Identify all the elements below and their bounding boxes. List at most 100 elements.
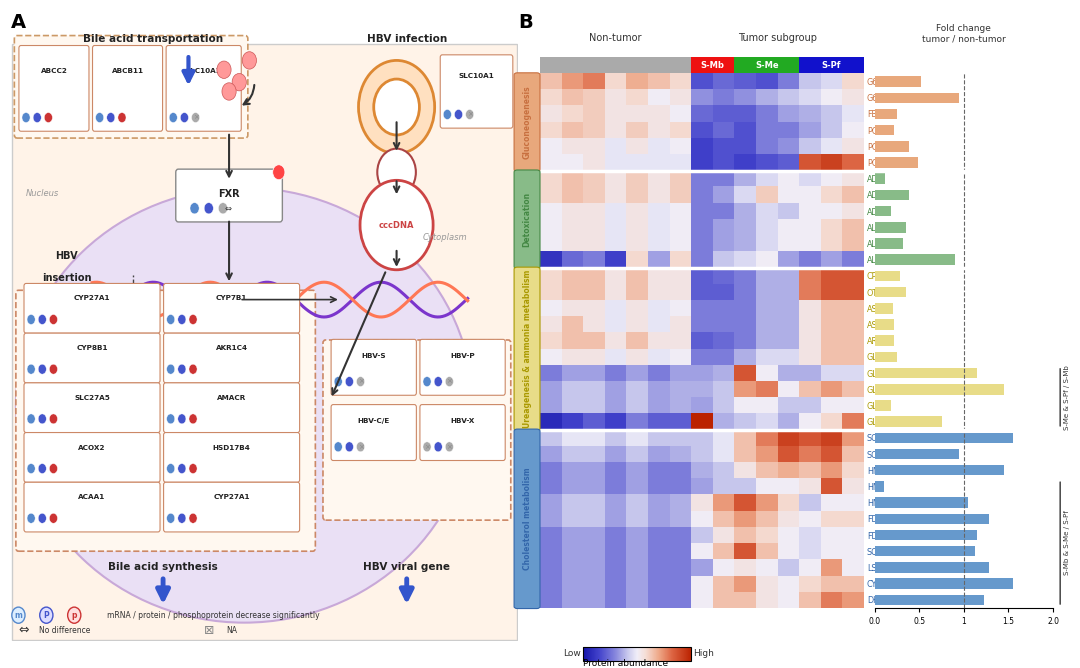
Circle shape [178, 315, 186, 325]
Circle shape [189, 315, 197, 325]
Circle shape [189, 464, 197, 474]
Bar [875, 498, 969, 508]
FancyBboxPatch shape [163, 333, 299, 383]
Circle shape [38, 464, 46, 474]
Bar [875, 319, 894, 330]
Text: HBV: HBV [55, 251, 78, 261]
Text: SLC10A1: SLC10A1 [186, 67, 221, 73]
Text: Low: Low [564, 649, 581, 659]
Circle shape [190, 202, 199, 214]
Bar [875, 416, 942, 427]
Circle shape [107, 113, 114, 122]
Circle shape [33, 113, 41, 122]
Circle shape [170, 113, 177, 122]
FancyBboxPatch shape [332, 339, 417, 395]
Circle shape [217, 61, 231, 78]
Bar [875, 222, 906, 232]
Circle shape [178, 513, 186, 523]
Text: Cholesterol metabolism: Cholesterol metabolism [523, 468, 531, 570]
Bar [875, 206, 891, 216]
Text: CYP27A1: CYP27A1 [73, 295, 110, 301]
Circle shape [189, 364, 197, 374]
Text: HBV-X: HBV-X [450, 418, 475, 424]
Circle shape [178, 464, 186, 474]
Text: No difference: No difference [39, 626, 90, 635]
Circle shape [218, 202, 228, 214]
Text: High: High [693, 649, 714, 659]
Text: ⇔: ⇔ [225, 204, 231, 213]
Circle shape [38, 315, 46, 325]
Text: p: p [71, 611, 77, 620]
Text: Tumor subgroup: Tumor subgroup [738, 33, 818, 43]
FancyBboxPatch shape [19, 45, 89, 131]
FancyBboxPatch shape [12, 43, 517, 640]
Text: HBV-P: HBV-P [450, 353, 475, 359]
Bar [875, 530, 977, 540]
Circle shape [191, 113, 200, 122]
Bar [875, 562, 989, 572]
Text: P: P [43, 611, 50, 620]
Circle shape [180, 113, 189, 122]
Text: Fold change
tumor / non-tumor: Fold change tumor / non-tumor [922, 24, 1005, 43]
Bar [875, 578, 1013, 589]
Bar [875, 303, 893, 313]
Circle shape [40, 607, 53, 623]
Circle shape [423, 377, 431, 387]
FancyBboxPatch shape [163, 433, 299, 482]
Text: HBV-C/E: HBV-C/E [357, 418, 390, 424]
Text: SLC27A5: SLC27A5 [75, 395, 110, 401]
Text: ×: × [192, 115, 199, 121]
Bar [875, 255, 955, 265]
Circle shape [22, 113, 30, 122]
Text: ×: × [446, 444, 453, 450]
Text: Protein abundance: Protein abundance [583, 659, 669, 668]
FancyBboxPatch shape [163, 482, 299, 532]
Circle shape [204, 202, 214, 214]
Text: ×: × [424, 444, 430, 450]
Circle shape [374, 79, 419, 135]
FancyBboxPatch shape [24, 283, 160, 333]
FancyBboxPatch shape [420, 405, 505, 460]
Text: ABCB11: ABCB11 [111, 67, 144, 73]
Text: m: m [14, 611, 23, 620]
Text: Bile acid synthesis: Bile acid synthesis [108, 562, 218, 572]
Text: Bile acid transportation: Bile acid transportation [83, 33, 222, 43]
Text: Gluconeogenesis: Gluconeogenesis [523, 86, 531, 159]
Text: ×: × [446, 379, 453, 385]
FancyBboxPatch shape [24, 482, 160, 532]
Text: B: B [518, 13, 534, 32]
Circle shape [166, 315, 175, 325]
Circle shape [334, 377, 342, 387]
FancyBboxPatch shape [16, 291, 315, 551]
Bar [875, 125, 894, 136]
Circle shape [68, 607, 81, 623]
FancyBboxPatch shape [163, 283, 299, 333]
Circle shape [38, 513, 46, 523]
Circle shape [445, 442, 454, 452]
Text: mRNA / protein / phosphoprotein decrease significantly: mRNA / protein / phosphoprotein decrease… [107, 611, 320, 620]
FancyBboxPatch shape [24, 333, 160, 383]
Bar [875, 157, 918, 168]
Bar [875, 368, 977, 378]
Circle shape [359, 60, 434, 154]
FancyBboxPatch shape [176, 169, 282, 222]
Circle shape [44, 113, 53, 122]
Circle shape [12, 607, 25, 623]
Circle shape [434, 377, 443, 387]
Circle shape [38, 364, 46, 374]
Text: CYP27A1: CYP27A1 [214, 494, 249, 500]
FancyBboxPatch shape [163, 383, 299, 433]
Bar [875, 449, 959, 460]
Text: Detoxication: Detoxication [523, 192, 531, 246]
Text: HSD17B4: HSD17B4 [213, 444, 251, 450]
Circle shape [50, 364, 57, 374]
Text: Non-tumor: Non-tumor [590, 33, 642, 43]
Text: S-Me: S-Me [755, 61, 779, 69]
Text: S-Me & S-Pf / S-Mb: S-Me & S-Pf / S-Mb [1064, 365, 1069, 430]
Bar [875, 92, 959, 103]
Circle shape [178, 414, 186, 424]
Text: CYP7B1: CYP7B1 [216, 295, 247, 301]
Circle shape [50, 513, 57, 523]
Text: S-Mb: S-Mb [701, 61, 725, 69]
Text: FXR: FXR [218, 189, 240, 199]
